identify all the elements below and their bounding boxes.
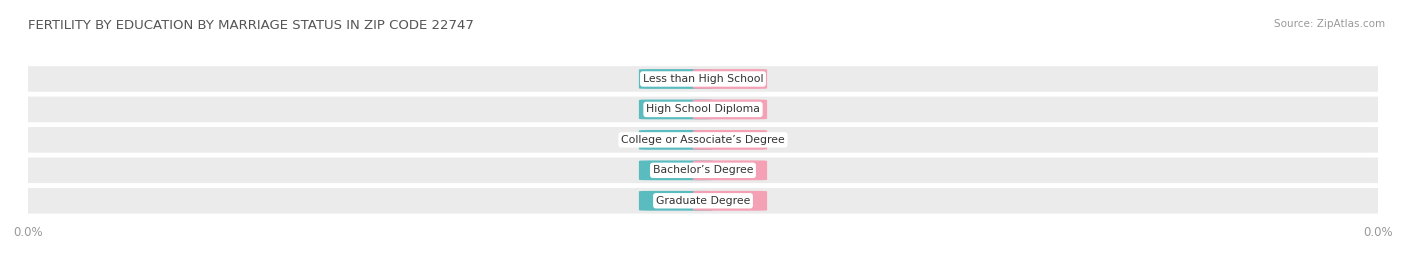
- FancyBboxPatch shape: [14, 127, 1392, 153]
- Text: 0.0%: 0.0%: [717, 166, 742, 175]
- Text: Source: ZipAtlas.com: Source: ZipAtlas.com: [1274, 19, 1385, 29]
- FancyBboxPatch shape: [638, 69, 713, 89]
- Text: 0.0%: 0.0%: [717, 105, 742, 114]
- FancyBboxPatch shape: [14, 158, 1392, 183]
- FancyBboxPatch shape: [693, 160, 768, 180]
- Text: 0.0%: 0.0%: [717, 75, 742, 83]
- FancyBboxPatch shape: [693, 69, 768, 89]
- FancyBboxPatch shape: [638, 130, 713, 150]
- Text: 0.0%: 0.0%: [664, 75, 689, 83]
- Text: 0.0%: 0.0%: [664, 196, 689, 205]
- FancyBboxPatch shape: [638, 191, 713, 211]
- FancyBboxPatch shape: [693, 100, 768, 119]
- Text: High School Diploma: High School Diploma: [647, 104, 759, 114]
- FancyBboxPatch shape: [14, 97, 1392, 122]
- Text: College or Associate’s Degree: College or Associate’s Degree: [621, 135, 785, 145]
- FancyBboxPatch shape: [14, 66, 1392, 92]
- FancyBboxPatch shape: [638, 100, 713, 119]
- Text: Less than High School: Less than High School: [643, 74, 763, 84]
- FancyBboxPatch shape: [693, 191, 768, 211]
- Text: 0.0%: 0.0%: [664, 135, 689, 144]
- FancyBboxPatch shape: [693, 130, 768, 150]
- Text: 0.0%: 0.0%: [664, 105, 689, 114]
- Text: Bachelor’s Degree: Bachelor’s Degree: [652, 165, 754, 175]
- Text: Graduate Degree: Graduate Degree: [655, 196, 751, 206]
- Text: 0.0%: 0.0%: [717, 135, 742, 144]
- Text: 0.0%: 0.0%: [664, 166, 689, 175]
- Text: FERTILITY BY EDUCATION BY MARRIAGE STATUS IN ZIP CODE 22747: FERTILITY BY EDUCATION BY MARRIAGE STATU…: [28, 19, 474, 32]
- Text: 0.0%: 0.0%: [717, 196, 742, 205]
- FancyBboxPatch shape: [14, 188, 1392, 214]
- FancyBboxPatch shape: [638, 160, 713, 180]
